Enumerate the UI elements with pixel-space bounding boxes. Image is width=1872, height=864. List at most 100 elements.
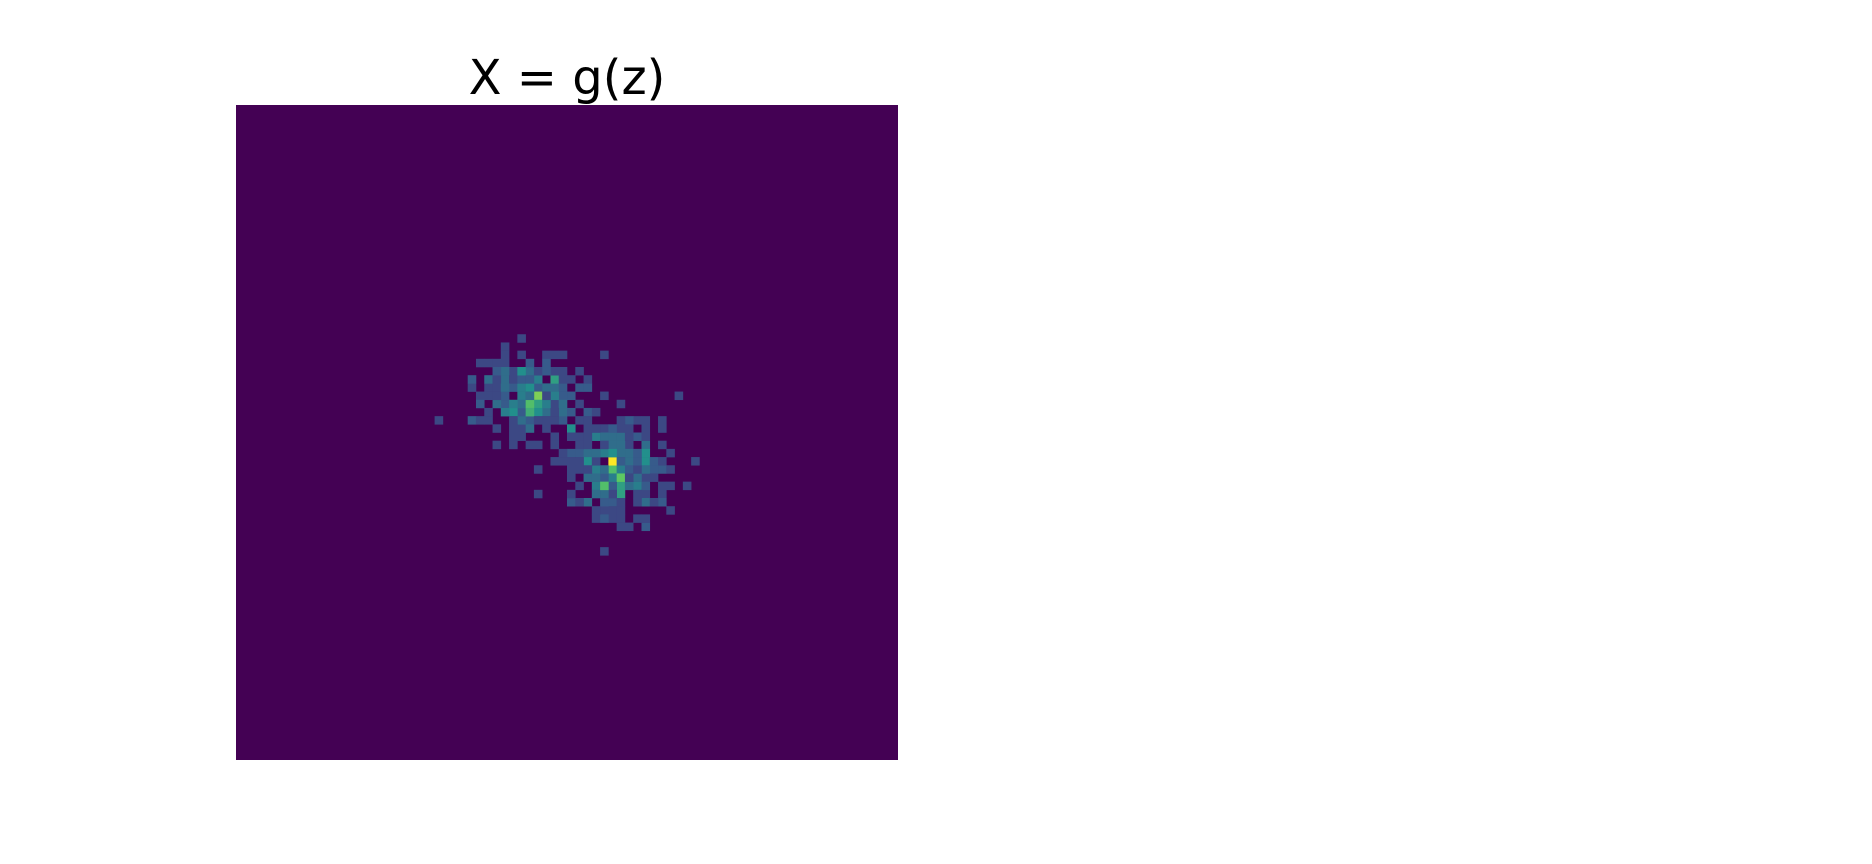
heatmap-cell	[500, 391, 510, 401]
heatmap-cell	[542, 399, 551, 409]
heatmap-cell	[558, 375, 568, 384]
chart-title: X = g(z)	[468, 50, 666, 106]
heatmap-cell	[658, 424, 667, 433]
heatmap-cell	[484, 391, 493, 401]
heatmap-cell	[633, 498, 642, 507]
heatmap-cell	[558, 416, 568, 425]
heatmap-cell	[649, 498, 659, 507]
heatmap-cell	[583, 424, 593, 433]
heatmap-cell	[583, 457, 593, 466]
heatmap-cell	[484, 416, 493, 425]
heatmap-cell	[517, 407, 526, 417]
heatmap-cell	[616, 506, 626, 515]
heatmap-cell	[616, 489, 626, 499]
heatmap-cell	[492, 424, 502, 433]
heatmap-cell	[484, 375, 493, 384]
heatmap-cell	[600, 506, 609, 515]
heatmap-cell	[616, 448, 626, 458]
heatmap-cell	[624, 465, 634, 474]
heatmap-cell	[591, 489, 601, 499]
heatmap-cell	[641, 481, 651, 491]
heatmap-cell	[583, 375, 593, 384]
heatmap-cell	[591, 432, 601, 441]
heatmap-cell	[608, 489, 617, 499]
heatmap-cell	[666, 448, 675, 458]
heatmap-cell	[583, 465, 593, 474]
heatmap-cell	[542, 358, 551, 368]
heatmap-cell	[575, 481, 584, 491]
heatmap-cell	[517, 367, 526, 376]
heatmap-cell	[608, 506, 617, 515]
heatmap-cell	[509, 424, 518, 433]
heatmap-cell	[475, 399, 485, 409]
heatmap-cell	[641, 473, 651, 482]
heatmap-cell	[641, 498, 651, 507]
heatmap-cell	[691, 457, 700, 466]
heatmap-cell	[658, 440, 667, 450]
heatmap-cell	[467, 416, 477, 425]
heatmap-cell	[550, 367, 560, 376]
heatmap-cell	[550, 375, 560, 384]
heatmap-cell	[567, 375, 576, 384]
heatmap-cell	[583, 407, 593, 417]
heatmap-cell	[600, 514, 609, 523]
heatmap-cell	[517, 424, 526, 433]
heatmap-cell	[567, 424, 576, 433]
heatmap-cell	[550, 407, 560, 417]
heatmap-cells	[434, 334, 700, 556]
heatmap-cell	[633, 481, 642, 491]
heatmap-cell	[591, 465, 601, 474]
heatmap-cell	[492, 399, 502, 409]
heatmap-cell	[641, 514, 651, 523]
heatmap-cell	[616, 522, 626, 532]
heatmap-cell	[525, 391, 535, 401]
heatmap-cell	[624, 448, 634, 458]
heatmap-cell	[658, 481, 667, 491]
heatmap-cell	[600, 424, 609, 433]
heatmap-cell	[583, 440, 593, 450]
heatmap-cell	[624, 440, 634, 450]
heatmap-cell	[608, 473, 617, 482]
heatmap-cell	[633, 489, 642, 499]
heatmap-cell	[567, 489, 576, 499]
heatmap-cell	[484, 358, 493, 368]
heatmap-svg	[236, 105, 898, 760]
heatmap-cell	[517, 350, 526, 360]
heatmap-cell	[583, 432, 593, 441]
heatmap-cell	[575, 498, 584, 507]
heatmap-cell	[492, 367, 502, 376]
heatmap-cell	[658, 489, 667, 499]
heatmap-cell	[600, 498, 609, 507]
heatmap-cell	[641, 465, 651, 474]
heatmap-cell	[616, 457, 626, 466]
heatmap-cell	[558, 367, 568, 376]
heatmap-cell	[633, 457, 642, 466]
heatmap-cell	[600, 481, 609, 491]
heatmap-cell	[525, 375, 535, 384]
heatmap-cell	[591, 457, 601, 466]
heatmap-cell	[616, 481, 626, 491]
heatmap-cell	[509, 367, 518, 376]
heatmap-cell	[600, 489, 609, 499]
heatmap-cell	[517, 399, 526, 409]
heatmap-cell	[591, 407, 601, 417]
heatmap-cell	[641, 424, 651, 433]
heatmap-cell	[558, 457, 568, 466]
heatmap-cell	[649, 465, 659, 474]
heatmap-cell	[525, 424, 535, 433]
heatmap-cell	[558, 383, 568, 392]
heatmap-cell	[624, 416, 634, 425]
heatmap-cell	[666, 465, 675, 474]
heatmap-cell	[533, 416, 543, 425]
heatmap-cell	[616, 416, 626, 425]
heatmap-cell	[525, 358, 535, 368]
heatmap-cell	[608, 448, 617, 458]
heatmap-cell	[509, 407, 518, 417]
heatmap-cell	[583, 448, 593, 458]
heatmap-cell	[575, 367, 584, 376]
heatmap-cell	[641, 432, 651, 441]
heatmap-cell	[682, 481, 692, 491]
heatmap-cell	[624, 473, 634, 482]
heatmap-cell	[525, 383, 535, 392]
heatmap-cell	[517, 432, 526, 441]
